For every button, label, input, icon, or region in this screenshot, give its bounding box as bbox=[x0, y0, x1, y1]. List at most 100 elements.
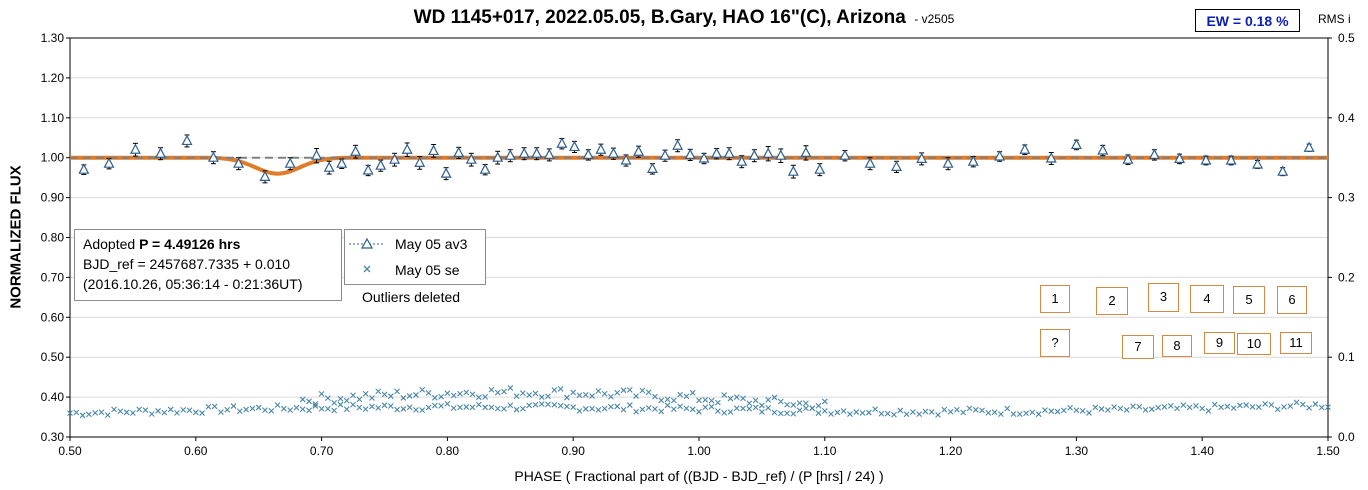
av3-point bbox=[967, 155, 979, 166]
se-point bbox=[425, 390, 432, 396]
y-axis-title: NORMALIZED FLUX bbox=[7, 165, 25, 309]
se-point bbox=[1073, 407, 1080, 414]
se-point bbox=[733, 394, 740, 401]
y-tick-label: 1.20 bbox=[41, 71, 65, 85]
se-point bbox=[696, 397, 702, 404]
period-info-box: Adopted P = 4.49126 hrs BJD_ref = 245768… bbox=[74, 229, 342, 301]
info-line-1: Adopted P = 4.49126 hrs bbox=[83, 234, 341, 254]
av3-point bbox=[800, 146, 812, 158]
se-point bbox=[608, 403, 614, 410]
se-point bbox=[702, 397, 709, 403]
se-point bbox=[161, 409, 168, 416]
se-point bbox=[67, 410, 73, 417]
se-point bbox=[771, 394, 778, 401]
x-tick-label: 0.50 bbox=[58, 444, 82, 458]
se-point bbox=[828, 411, 834, 417]
se-point bbox=[73, 409, 80, 416]
se-point bbox=[551, 401, 558, 408]
se-point bbox=[387, 403, 394, 409]
se-point bbox=[727, 395, 734, 402]
se-point bbox=[595, 388, 602, 394]
marker-box-2: 2 bbox=[1096, 287, 1128, 315]
av3-point bbox=[1122, 153, 1134, 164]
se-point bbox=[1098, 406, 1105, 412]
se-point bbox=[784, 401, 790, 408]
se-point bbox=[457, 404, 463, 411]
se-point bbox=[1299, 401, 1306, 408]
se-point bbox=[350, 401, 356, 408]
marker-box-9: 9 bbox=[1204, 332, 1235, 354]
av3-point bbox=[839, 149, 851, 160]
se-point bbox=[752, 404, 759, 411]
se-point bbox=[859, 410, 866, 416]
se-point bbox=[236, 408, 243, 415]
se-point bbox=[790, 402, 797, 408]
legend: May 05 av3 May 05 se bbox=[344, 229, 486, 285]
se-point bbox=[331, 399, 338, 406]
se-point bbox=[759, 402, 765, 409]
info-line-3: (2016.10.26, 05:36:14 - 0:21:36UT) bbox=[83, 276, 303, 292]
se-point bbox=[840, 408, 847, 414]
se-point bbox=[771, 409, 778, 416]
se-point bbox=[1268, 401, 1275, 408]
x-tick-label: 0.80 bbox=[436, 444, 460, 458]
se-point bbox=[1293, 399, 1300, 406]
se-point bbox=[526, 392, 533, 398]
y2-tick-label: 0.2 bbox=[1338, 270, 1355, 284]
se-point bbox=[803, 400, 809, 407]
se-point bbox=[639, 387, 646, 394]
se-point bbox=[689, 406, 696, 413]
se-point bbox=[714, 399, 721, 406]
av3-point bbox=[1252, 158, 1264, 169]
av3-point bbox=[1148, 148, 1160, 160]
se-point bbox=[557, 385, 564, 392]
marker-box-11: 11 bbox=[1280, 332, 1312, 354]
se-point bbox=[306, 407, 312, 414]
se-point bbox=[664, 396, 671, 403]
se-point bbox=[777, 410, 784, 417]
se-point bbox=[488, 386, 495, 393]
se-point bbox=[325, 405, 331, 412]
av3-point bbox=[401, 143, 413, 154]
se-point bbox=[652, 393, 658, 400]
se-point bbox=[419, 386, 426, 393]
se-point bbox=[589, 405, 595, 412]
se-point bbox=[1155, 404, 1162, 411]
se-point bbox=[199, 410, 205, 416]
marker-box-1: 1 bbox=[1040, 285, 1070, 313]
se-point bbox=[117, 408, 124, 415]
av3-point bbox=[1045, 152, 1057, 163]
se-point bbox=[425, 404, 432, 411]
av3-point bbox=[684, 148, 696, 160]
se-point bbox=[759, 409, 765, 415]
se-point bbox=[1136, 403, 1143, 410]
x-axis-title: PHASE ( Fractional part of ((BJD - BJD_r… bbox=[514, 468, 884, 484]
se-point bbox=[765, 404, 772, 411]
se-point bbox=[312, 403, 319, 409]
marker-box-question: ? bbox=[1040, 329, 1070, 357]
x-tick-label: 0.70 bbox=[310, 444, 334, 458]
se-point bbox=[406, 393, 413, 399]
se-point bbox=[570, 404, 577, 411]
se-point bbox=[255, 404, 262, 411]
se-point bbox=[519, 405, 526, 412]
se-point bbox=[457, 390, 463, 397]
marker-box-4: 4 bbox=[1190, 285, 1224, 313]
se-point bbox=[784, 410, 790, 417]
marker-box-7: 7 bbox=[1122, 335, 1154, 359]
se-point bbox=[1016, 411, 1023, 417]
chart-title: WD 1145+017, 2022.05.05, B.Gary, HAO 16"… bbox=[0, 7, 1368, 29]
se-point bbox=[1193, 403, 1199, 409]
se-point bbox=[979, 407, 985, 414]
av3-point bbox=[1200, 154, 1212, 165]
av3-point bbox=[762, 147, 774, 158]
se-point bbox=[677, 391, 684, 398]
av3-point bbox=[595, 143, 607, 154]
y-tick-label: 0.70 bbox=[41, 270, 65, 284]
se-point bbox=[740, 395, 746, 402]
av3-point bbox=[942, 157, 954, 168]
se-point bbox=[507, 402, 514, 409]
av3-point bbox=[543, 148, 555, 160]
se-point bbox=[897, 407, 904, 414]
x-tick-label: 1.20 bbox=[939, 444, 963, 458]
